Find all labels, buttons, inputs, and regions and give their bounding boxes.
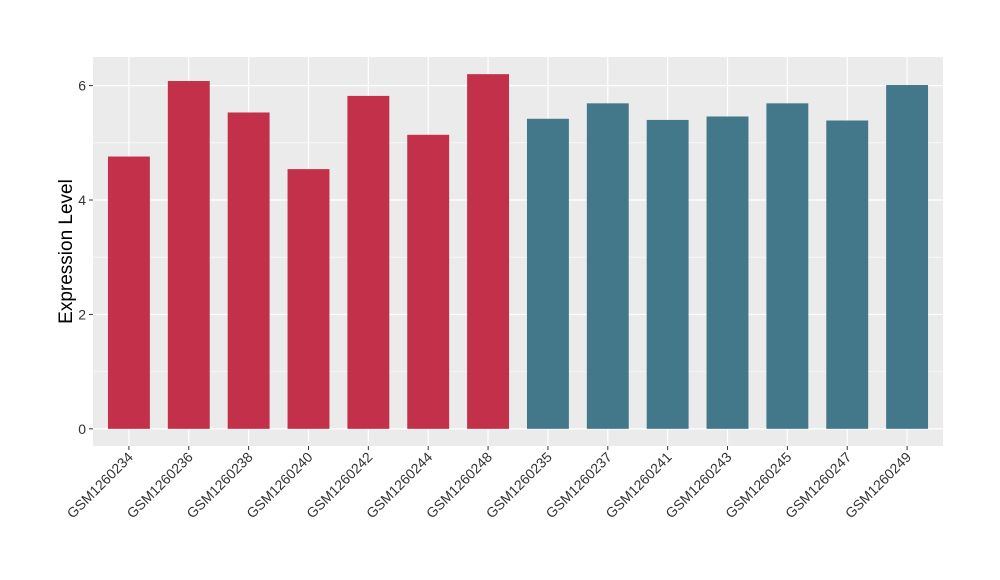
y-axis: 0 2 4 6 [78, 78, 93, 437]
bar-GSM1260238 [227, 112, 270, 429]
y-tick-label: 6 [78, 78, 86, 94]
bar-GSM1260236 [167, 81, 210, 429]
bar-GSM1260249 [886, 85, 929, 429]
x-axis: GSM1260234GSM1260236GSM1260238GSM1260240… [64, 446, 914, 521]
y-tick-label: 2 [78, 306, 86, 322]
bar-GSM1260234 [107, 156, 150, 429]
bar-GSM1260240 [287, 169, 330, 429]
bar-GSM1260237 [586, 103, 629, 429]
bar-GSM1260243 [706, 116, 749, 429]
bar-GSM1260247 [826, 120, 869, 429]
y-tick-label: 0 [78, 421, 86, 437]
bar-GSM1260235 [526, 118, 569, 429]
bars [107, 74, 929, 429]
bar-GSM1260244 [407, 134, 450, 429]
bar-GSM1260248 [467, 74, 510, 429]
bar-GSM1260245 [766, 103, 809, 429]
bar-GSM1260242 [347, 95, 390, 429]
bar-GSM1260241 [646, 119, 689, 429]
y-axis-title: Expression Level [56, 179, 77, 324]
y-tick-label: 4 [78, 192, 86, 208]
plot-panel [93, 57, 943, 446]
